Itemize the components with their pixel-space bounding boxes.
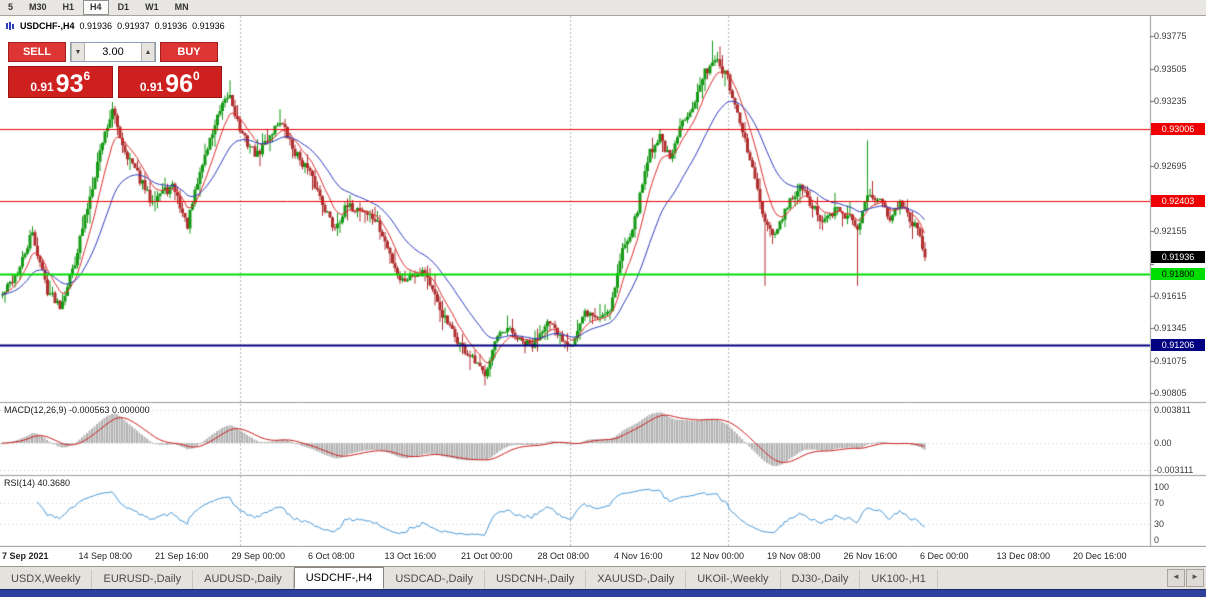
sell-button[interactable]: SELL: [8, 42, 66, 62]
chart-tab-dj30-[interactable]: DJ30-,Daily: [781, 570, 861, 589]
chart-tab-audusd-[interactable]: AUDUSD-,Daily: [193, 570, 294, 589]
ohlc-low: 0.91936: [154, 21, 188, 31]
timeframe-button-5[interactable]: 5: [8, 2, 14, 12]
price-axis-label: 0.93775: [1154, 31, 1187, 41]
level-price-tag: 0.91800: [1151, 268, 1205, 280]
rsi-axis-label: 30: [1154, 519, 1165, 529]
one-click-trading-panel: SELL ▼ 3.00 ▲ BUY 0.91 93 6 0.91 96 0: [8, 42, 222, 98]
price-axis-label: 0.92155: [1154, 226, 1187, 236]
current-price-tag: 0.91936: [1151, 251, 1205, 263]
volume-control: ▼ 3.00 ▲: [70, 42, 156, 62]
time-axis-label: 19 Nov 08:00: [767, 551, 821, 561]
macd-indicator-label: MACD(12,26,9) -0.000563 0.000000: [4, 405, 150, 415]
price-axis-label: 0.91345: [1154, 323, 1187, 333]
price-chart-canvas[interactable]: [0, 16, 1206, 547]
buy-price-base: 0.91: [139, 80, 164, 94]
time-axis-label: 28 Oct 08:00: [537, 551, 590, 561]
volume-decrement-button[interactable]: ▼: [71, 43, 85, 61]
tab-scroll-right-icon[interactable]: ►: [1186, 569, 1204, 587]
timeframe-button-mn[interactable]: MN: [174, 2, 189, 12]
buy-price-pips: 96: [165, 70, 193, 98]
macd-axis-label: 0.003811: [1154, 405, 1191, 415]
chart-type-icon: [6, 22, 14, 30]
chart-tab-usdcad-[interactable]: USDCAD-,Daily: [384, 570, 485, 589]
time-axis-label: 6 Dec 00:00: [920, 551, 969, 561]
chart-tab-uk100-[interactable]: UK100-,H1: [860, 570, 938, 589]
price-axis-label: 0.91615: [1154, 291, 1187, 301]
price-axis-label: 0.92695: [1154, 161, 1187, 171]
status-strip: [0, 589, 1206, 597]
timeframe-button-m30[interactable]: M30: [29, 2, 47, 12]
time-axis-label: 13 Oct 16:00: [384, 551, 437, 561]
chart-tab-ukoil-[interactable]: UKOil-,Weekly: [686, 570, 781, 589]
macd-axis-label: 0.00: [1154, 438, 1172, 448]
volume-increment-button[interactable]: ▲: [141, 43, 155, 61]
sell-price-pipette: 6: [83, 69, 91, 83]
timeframe-toolbar: 5 M30 H1 H4 D1 W1 MN: [0, 0, 1206, 16]
chart-tab-xauusd-[interactable]: XAUUSD-,Daily: [586, 570, 687, 589]
ohlc-high: 0.91937: [117, 21, 150, 31]
timeframe-button-w1[interactable]: W1: [145, 2, 159, 12]
rsi-axis-label: 70: [1154, 498, 1165, 508]
chart-tab-eurusd-[interactable]: EURUSD-,Daily: [92, 570, 194, 589]
tab-scroll-arrows: ◄ ►: [1167, 567, 1206, 589]
macd-axis-label: -0.003111: [1154, 465, 1194, 475]
level-price-tag: 0.92403: [1151, 195, 1205, 207]
ohlc-close: 0.91936: [192, 21, 225, 31]
price-axis-label: 0.93505: [1154, 64, 1187, 74]
ohlc-open: 0.91936: [79, 21, 113, 31]
buy-price-display[interactable]: 0.91 96 0: [117, 66, 222, 98]
tab-scroll-left-icon[interactable]: ◄: [1167, 569, 1185, 587]
level-price-tag: 0.93006: [1151, 123, 1205, 135]
rsi-indicator-label: RSI(14) 40.3680: [4, 478, 71, 488]
timeframe-button-d1[interactable]: D1: [117, 2, 130, 12]
time-axis-label: 6 Oct 08:00: [308, 551, 355, 561]
time-axis-label: 21 Sep 16:00: [155, 551, 209, 561]
price-axis-label: 0.91075: [1154, 356, 1187, 366]
sell-price-base: 0.91: [30, 80, 54, 94]
sell-price-display[interactable]: 0.91 93 6: [8, 66, 113, 98]
buy-button[interactable]: BUY: [160, 42, 218, 62]
price-axis-label: 0.90805: [1154, 388, 1187, 398]
time-axis-label: 21 Oct 00:00: [461, 551, 513, 561]
chart-tab-usdchf-[interactable]: USDCHF-,H4: [293, 567, 385, 589]
timeframe-button-h4[interactable]: H4: [83, 0, 109, 15]
sell-price-pips: 93: [55, 70, 84, 98]
time-axis-label: 7 Sep 2021: [2, 551, 49, 561]
time-axis-label: 26 Nov 16:00: [843, 551, 898, 561]
time-axis-label: 20 Dec 16:00: [1073, 551, 1127, 561]
time-axis-label: 12 Nov 00:00: [690, 551, 745, 561]
chart-symbol-label: USDCHF-,H4: [20, 21, 75, 31]
chart-tab-usdcnh-[interactable]: USDCNH-,Daily: [485, 570, 587, 589]
time-axis-label: 29 Sep 00:00: [231, 551, 286, 561]
rsi-axis-label: 100: [1154, 482, 1170, 492]
chart-tab-usdx[interactable]: USDX,Weekly: [0, 570, 93, 589]
time-axis-label: 14 Sep 08:00: [78, 551, 133, 561]
chart-tabs-bar: USDX,Weekly EURUSD-,Daily AUDUSD-,Daily USD…: [0, 566, 1206, 589]
timeframe-button-h1[interactable]: H1: [62, 2, 75, 12]
time-axis[interactable]: 7 Sep 2021 14 Sep 08:00 21 Sep 16:00 29 Sep…: [0, 547, 1206, 566]
time-axis-label: 13 Dec 08:00: [996, 551, 1051, 561]
volume-input[interactable]: 3.00: [102, 46, 124, 58]
price-axis-label: 0.93235: [1154, 96, 1187, 106]
level-price-tag: 0.91206: [1151, 339, 1205, 351]
buy-price-pipette: 0: [192, 69, 200, 83]
chart-header: USDCHF-,H4 0.91936 0.91937 0.91936 0.919…: [5, 21, 225, 31]
time-axis-label: 4 Nov 16:00: [614, 551, 663, 561]
rsi-axis-label: 0: [1154, 535, 1160, 545]
